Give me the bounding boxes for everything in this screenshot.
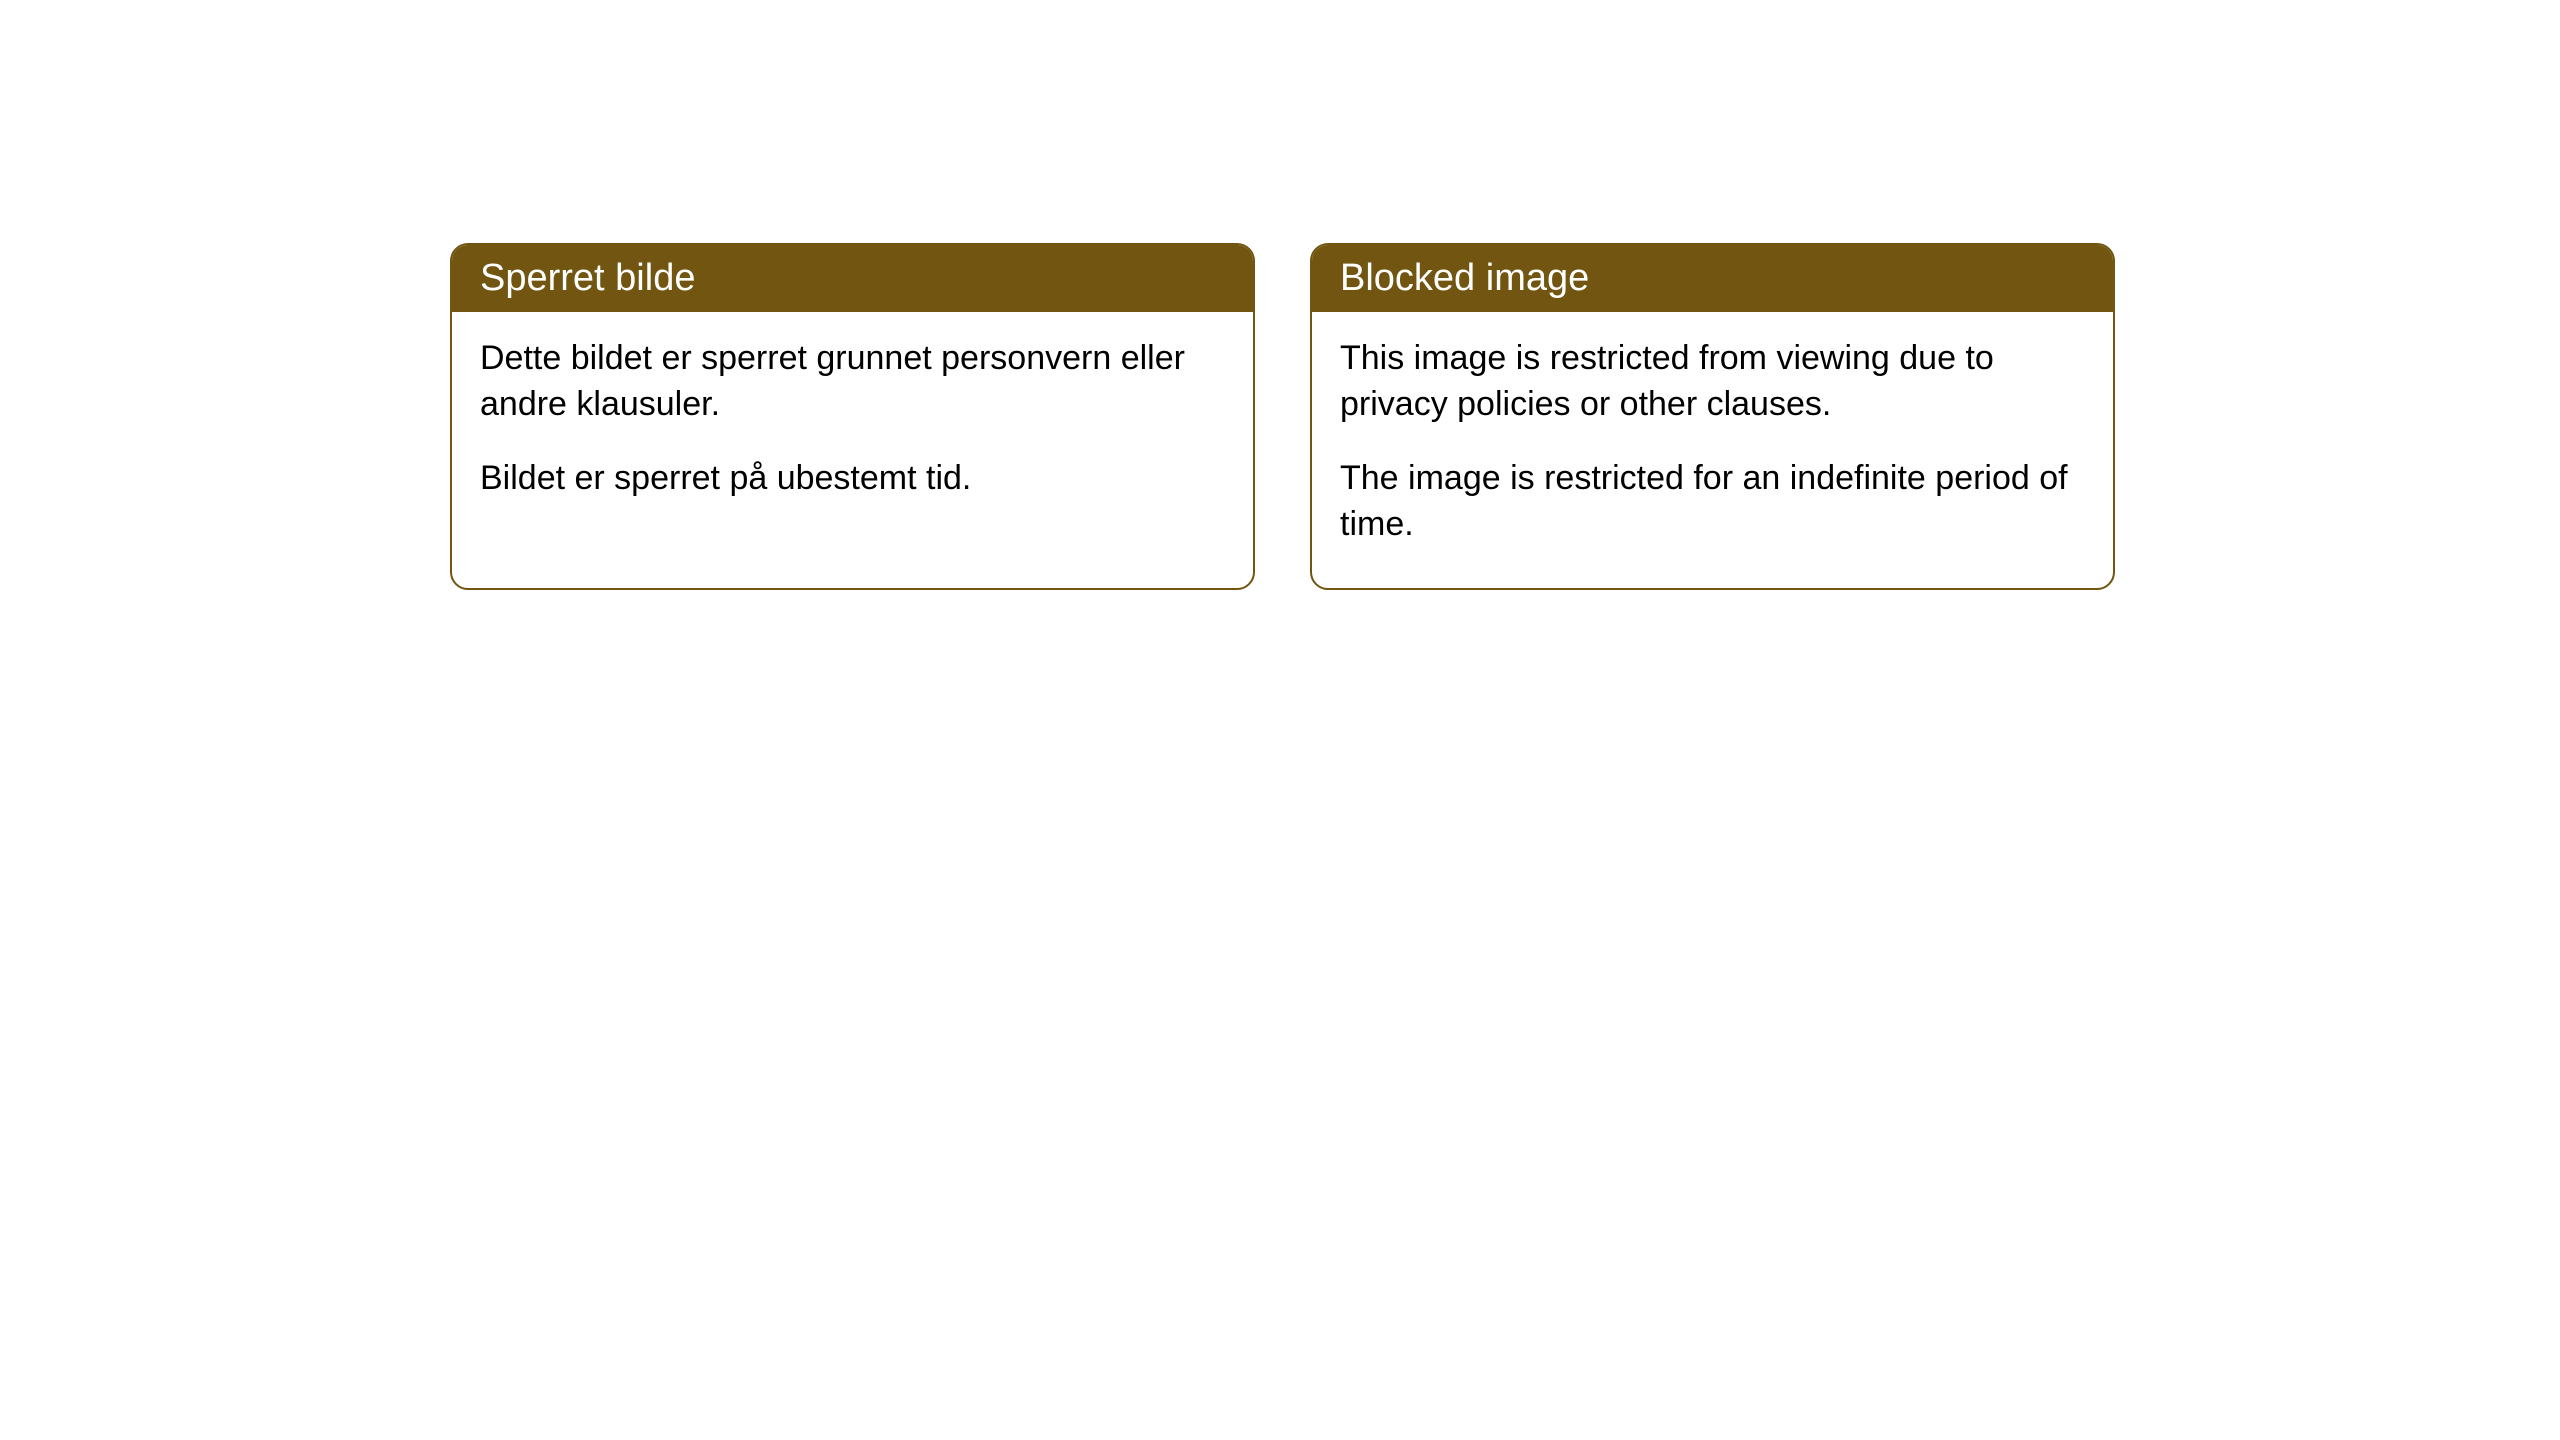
card-english: Blocked image This image is restricted f… <box>1310 243 2115 590</box>
card-title: Sperret bilde <box>480 257 695 299</box>
card-paragraph-2: The image is restricted for an indefinit… <box>1340 456 2085 548</box>
card-body-norwegian: Dette bildet er sperret grunnet personve… <box>452 312 1253 542</box>
card-paragraph-1: This image is restricted from viewing du… <box>1340 336 2085 428</box>
card-paragraph-1: Dette bildet er sperret grunnet personve… <box>480 336 1225 428</box>
card-norwegian: Sperret bilde Dette bildet er sperret gr… <box>450 243 1255 590</box>
card-paragraph-2: Bildet er sperret på ubestemt tid. <box>480 456 1225 502</box>
card-title: Blocked image <box>1340 257 1589 299</box>
card-body-english: This image is restricted from viewing du… <box>1312 312 2113 588</box>
card-header-norwegian: Sperret bilde <box>452 245 1253 312</box>
cards-container: Sperret bilde Dette bildet er sperret gr… <box>450 243 2115 590</box>
card-header-english: Blocked image <box>1312 245 2113 312</box>
